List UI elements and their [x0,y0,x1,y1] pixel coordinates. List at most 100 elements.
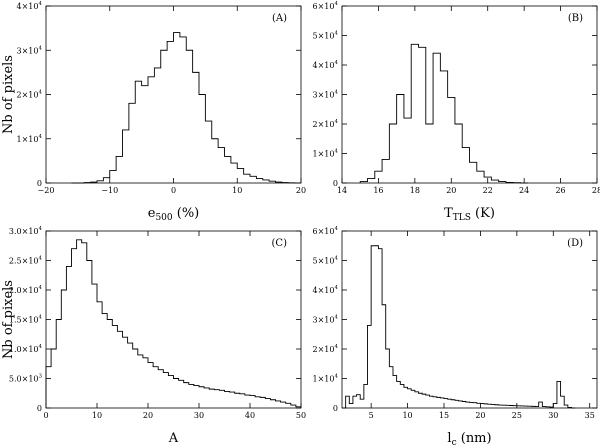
y-tick-exponent: 4 [335,60,339,66]
histogram-bin [346,396,350,408]
y-tick-label: 2×104 [313,344,339,354]
x-axis-label-unit: (%) [173,206,200,221]
histogram-bin [184,383,189,408]
y-tick-label: 3.0×104 [9,226,43,236]
y-tick-exponent: 4 [335,149,339,155]
y-tick-label: 5.0×103 [9,374,43,384]
histogram-bin [378,249,382,408]
x-tick-label: 22 [483,186,493,195]
histogram-bin [225,391,230,408]
panel-0: −20 −10 0 10 2001×1042×1043×1044×104(A)e500 … [1,1,306,223]
x-axis-label-unit: (K) [471,206,495,221]
histogram-bin [250,176,256,183]
panel-2: 0 10 20 30 40 5005.0×1031.0×1041.5×1042.0×104… [1,226,306,446]
y-tick-exponent: 4 [335,374,339,380]
histogram-bin [506,182,513,183]
x-tick-label: 50 [296,411,306,420]
histogram-bin [260,397,265,408]
histogram-bin [480,404,484,408]
x-tick-label: 28 [592,186,600,195]
histogram-bin [535,407,539,408]
histogram-bin [499,405,503,408]
y-tick-exponent: 4 [39,256,43,262]
histogram-bin [110,171,116,183]
histogram-steps [359,43,528,184]
histogram-bin [473,403,477,408]
histogram-bin [167,41,173,183]
x-tick-label: 14 [337,186,347,195]
y-tick-label: 5×104 [313,256,339,266]
x-tick-label: 20 [475,411,485,420]
histogram-bin [230,392,235,408]
histogram-bin [491,180,498,183]
x-axis-label-subscript: TLS [453,213,471,223]
panel-3: 5 10 15 20 25 30 3501×1042×1043×1044×1045×1046… [313,226,598,448]
panel-label: (D) [567,238,583,249]
y-tick-exponent: 4 [39,285,43,291]
y-tick-label: 2×104 [17,90,43,100]
x-tick-label: 20 [143,411,153,420]
y-tick-label: 6×104 [313,1,339,11]
histogram-bin [397,381,401,408]
histogram-bin [495,405,499,408]
histogram-bin [231,163,237,183]
histogram-bin [568,407,572,408]
y-tick-label: 0 [37,179,42,188]
histogram-bin [154,68,160,183]
histogram-bin [245,395,250,408]
histogram-bin [194,386,199,408]
histogram-bin [129,103,135,183]
histogram-bin [513,406,517,408]
x-axis-label: e500 (%) [148,206,200,223]
x-tick-label: 20 [296,186,306,195]
histogram-bin [451,400,455,408]
histogram-bin [82,243,87,408]
histogram-bin [199,387,204,408]
x-axis-label: lc (nm) [447,431,491,448]
histogram-bin [386,349,390,408]
histogram-bin [531,406,535,408]
histogram-bin [404,118,411,183]
histogram-bin [56,320,61,409]
histogram-bin [66,266,71,408]
histogram-bin [397,95,404,184]
x-tick-label: 35 [585,411,595,420]
y-tick-mantissa: 4×10 [313,286,335,295]
histogram-bin [281,402,286,408]
histogram-bin [477,171,484,183]
histogram-bin [524,406,528,408]
histogram-bin [462,148,469,183]
x-tick-label: 5 [369,411,374,420]
histogram-bin [180,37,186,183]
y-tick-mantissa: 0 [333,404,338,413]
histogram-bin [103,178,109,183]
y-tick-mantissa: 0 [333,179,338,188]
y-tick-mantissa: 2×10 [17,91,39,100]
histogram-steps [342,245,576,409]
x-tick-label: 18 [410,186,420,195]
y-axis-label: Nb of pixels [1,280,16,359]
histogram-bin [357,395,361,408]
y-tick-label: 2×104 [313,119,339,129]
y-tick-label: 1×104 [17,134,43,144]
y-tick-label: 3×104 [313,315,339,325]
histogram-bin [209,389,214,408]
histogram-bin [440,71,447,183]
y-tick-exponent: 4 [335,90,339,96]
histogram-bin [400,384,404,408]
y-tick-label: 4×104 [313,285,339,295]
histogram-bin [564,405,568,408]
y-tick-mantissa: 5×10 [313,32,335,41]
histogram-bin [462,402,466,408]
histogram-bin [353,396,357,408]
histogram-bin [276,401,281,408]
y-tick-mantissa: 2×10 [313,345,335,354]
y-tick-mantissa: 3×10 [313,316,335,325]
x-axis-label-unit: (nm) [457,431,492,446]
histogram-bin [112,325,117,408]
histogram-bin [133,349,138,408]
histogram-bin [148,77,154,183]
histogram-bin [371,246,375,408]
y-tick-label: 2.5×104 [9,256,43,266]
